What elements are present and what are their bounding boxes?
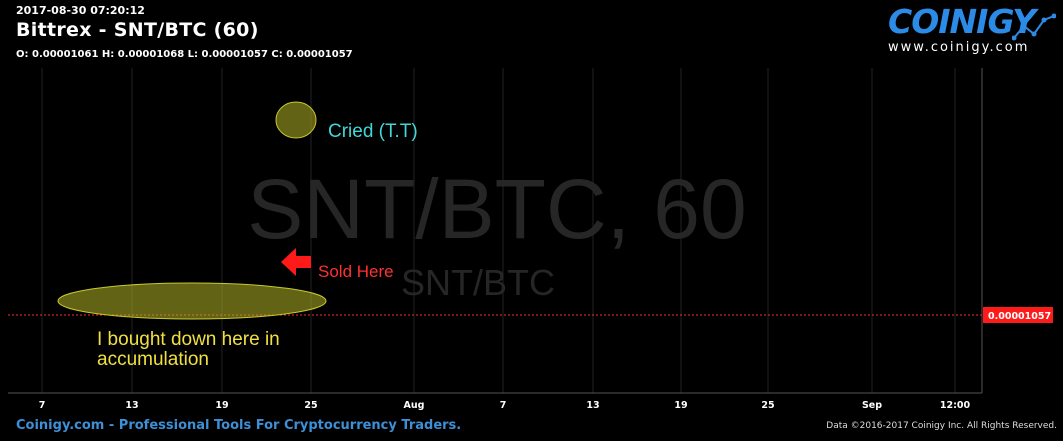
x-tick-label: Sep	[862, 400, 882, 411]
x-tick-label: 7	[500, 400, 507, 411]
watermark-large: SNT/BTC, 60	[247, 162, 746, 256]
header-timestamp: 2017-08-30 07:20:12	[16, 4, 145, 17]
sold-annotation: Sold Here	[318, 262, 394, 281]
x-tick-label: 19	[674, 400, 687, 411]
current-price-label: 0.00001057	[988, 311, 1051, 322]
bought-highlight	[57, 282, 327, 320]
x-axis-ticks: 7 13 19 25 Aug 7 13 19 25 Sep 12:00	[39, 400, 971, 411]
x-tick-label: 13	[125, 400, 138, 411]
logo-url: www.coinigy.com	[888, 40, 1030, 55]
watermark-small: SNT/BTC	[401, 262, 555, 303]
chart-grid	[41, 68, 956, 393]
bought-annotation-line2: accumulation	[97, 349, 209, 370]
logo-wordmark: COINIGY	[888, 2, 1036, 41]
arrow-icon	[281, 248, 311, 276]
cried-highlight	[275, 101, 317, 139]
x-tick-label: 25	[304, 400, 317, 411]
x-tick-label: 19	[215, 400, 228, 411]
footer-tagline[interactable]: Coinigy.com - Professional Tools For Cry…	[16, 418, 462, 433]
x-tick-label: 13	[586, 400, 599, 411]
coinigy-logo[interactable]: COINIGY www.coinigy.com	[886, 2, 1058, 60]
logo-chart-icon	[1012, 13, 1056, 41]
cried-annotation: Cried (T.T)	[328, 121, 418, 142]
x-tick-label: Aug	[404, 400, 425, 411]
page-title: Bittrex - SNT/BTC (60)	[16, 19, 259, 41]
x-tick-label: 7	[39, 400, 46, 411]
footer-copyright: Data ©2016-2017 Coinigy Inc. All Rights …	[826, 421, 1057, 431]
ohlc-readout: O: 0.00001061 H: 0.00001068 L: 0.0000105…	[16, 49, 353, 60]
bought-annotation-line1: I bought down here in	[97, 329, 280, 350]
x-tick-label: 12:00	[940, 400, 971, 411]
current-price-badge	[983, 307, 1053, 323]
x-tick-label: 25	[761, 400, 774, 411]
